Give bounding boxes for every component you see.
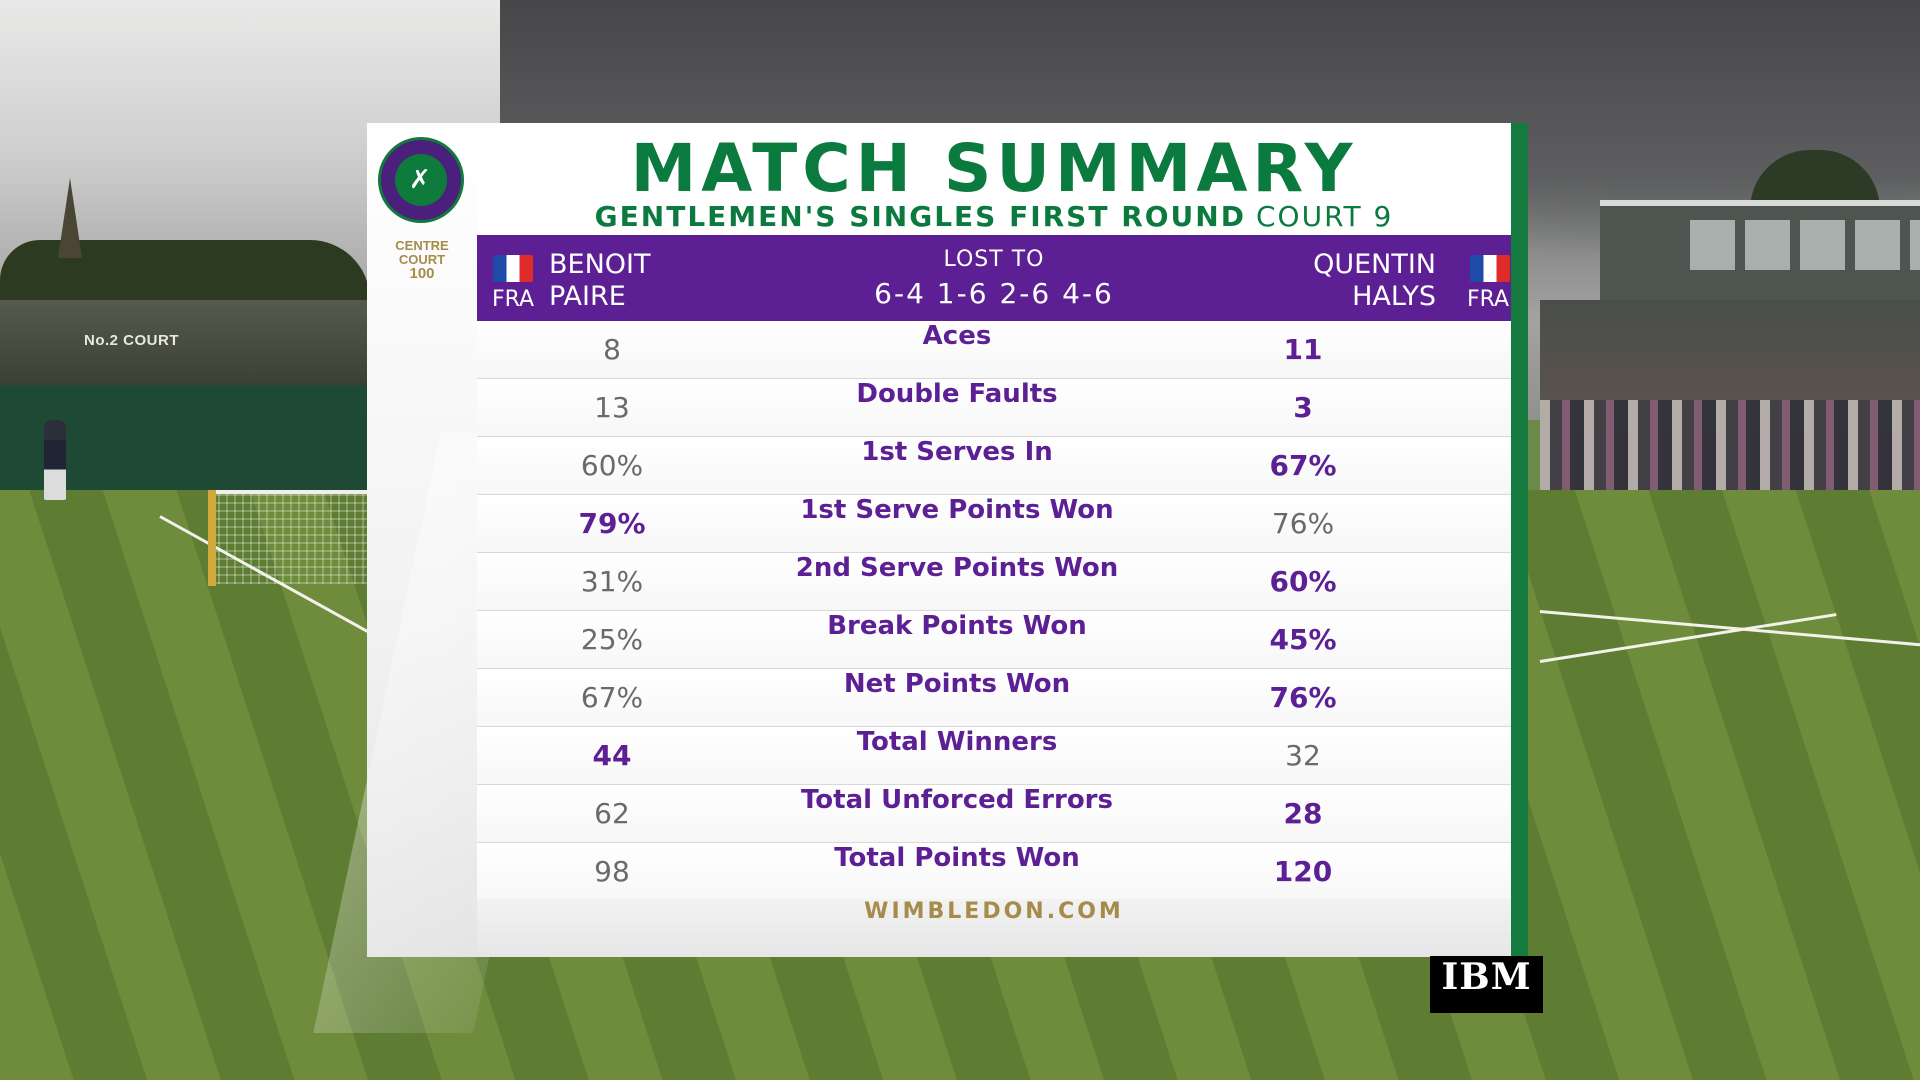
player1-last-name: PAIRE <box>549 281 626 312</box>
stat-label: Double Faults <box>856 379 1058 409</box>
player2-stat-value: 32 <box>1285 739 1321 772</box>
centre-court-line-1: CENTRE <box>395 238 449 253</box>
wimbledon-logo-icon: ✗ <box>378 137 464 223</box>
player2-stat-value: 60% <box>1269 565 1337 598</box>
no2-court-sign: No.2 COURT <box>84 332 179 349</box>
green-accent-bar <box>1511 123 1528 957</box>
stat-row: 31% 2nd Serve Points Won 60% <box>477 553 1511 611</box>
crossed-racquets-icon: ✗ <box>409 165 431 195</box>
player1-name: BENOIT PAIRE <box>549 249 651 313</box>
stat-label: Break Points Won <box>827 611 1087 641</box>
ibm-logo: IBM <box>1430 956 1543 1013</box>
player1-stat-value: 25% <box>580 623 644 656</box>
player2-stat-value: 76% <box>1271 507 1335 540</box>
player1-stat-value: 67% <box>580 681 644 714</box>
player1-stat-value: 79% <box>578 507 646 540</box>
summary-main: MATCH SUMMARY GENTLEMEN'S SINGLES FIRST … <box>477 123 1511 957</box>
stat-row: 44 Total Winners 32 <box>477 727 1511 785</box>
stat-row: 79% 1st Serve Points Won 76% <box>477 495 1511 553</box>
player1-stat-value: 31% <box>580 565 644 598</box>
player2-stat-value: 67% <box>1269 449 1337 482</box>
player1-stat-value: 13 <box>594 391 630 424</box>
player1-nation: FRA <box>492 287 535 312</box>
france-flag-icon <box>493 255 533 282</box>
net-post <box>208 490 216 586</box>
result-label: LOST TO <box>943 247 1045 272</box>
france-flag-icon <box>1470 255 1510 282</box>
logo-inner-circle: ✗ <box>395 154 447 206</box>
stat-label: Net Points Won <box>843 669 1071 699</box>
court-name: COURT 9 <box>1255 200 1394 233</box>
player2-stat-value: 45% <box>1269 623 1337 656</box>
stat-row: 25% Break Points Won 45% <box>477 611 1511 669</box>
player2-last-name: HALYS <box>1352 281 1436 312</box>
match-summary-panel: ✗ CENTRE COURT 100 MATCH SUMMARY GENTLEM… <box>367 123 1528 957</box>
player1-stat-value: 60% <box>580 449 644 482</box>
stat-row: 67% Net Points Won 76% <box>477 669 1511 727</box>
player2-stat-value: 120 <box>1273 855 1333 888</box>
logo-column: ✗ CENTRE COURT 100 <box>367 123 477 957</box>
stand-left <box>0 300 370 390</box>
website-footer: WIMBLEDON.COM <box>477 899 1511 957</box>
match-score: 6-4 1-6 2-6 4-6 <box>874 277 1114 310</box>
stat-label: Total Points Won <box>834 843 1080 873</box>
stats-table: 8 Aces 11 13 Double Faults 3 60% 1st Ser… <box>477 321 1511 901</box>
player2-stat-value: 3 <box>1293 391 1313 424</box>
player2-stat-value: 11 <box>1283 333 1323 366</box>
stat-label: 1st Serves In <box>861 437 1053 467</box>
stat-label: Total Unforced Errors <box>801 785 1113 815</box>
player2-name: QUENTIN HALYS <box>1313 249 1436 313</box>
stat-label: 2nd Serve Points Won <box>795 553 1119 583</box>
tennis-net <box>210 490 370 584</box>
player1-stat-value: 62 <box>594 797 630 830</box>
page-title: MATCH SUMMARY <box>630 130 1358 207</box>
centre-court-line-2: COURT <box>398 252 446 267</box>
building-windows <box>1690 220 1920 270</box>
centre-court-100-logo: CENTRE COURT 100 <box>381 238 463 282</box>
player1-stat-value: 8 <box>603 333 621 366</box>
player2-stat-value: 28 <box>1283 797 1323 830</box>
stat-row: 98 Total Points Won 120 <box>477 843 1511 901</box>
player2-nation: FRA <box>1467 287 1510 312</box>
stat-label: 1st Serve Points Won <box>800 495 1114 525</box>
player2-first-name: QUENTIN <box>1313 249 1436 280</box>
round-name: GENTLEMEN'S SINGLES FIRST ROUND <box>594 200 1246 233</box>
player1-stat-value: 44 <box>592 739 632 772</box>
player1-first-name: BENOIT <box>549 249 651 280</box>
stat-label: Total Winners <box>856 727 1058 757</box>
player2-stat-value: 76% <box>1269 681 1337 714</box>
ball-person <box>44 420 66 500</box>
match-subtitle: GENTLEMEN'S SINGLES FIRST ROUND COURT 9 <box>477 196 1511 238</box>
players-banner: FRA BENOIT PAIRE LOST TO 6-4 1-6 2-6 4-6… <box>477 235 1511 321</box>
stat-row: 13 Double Faults 3 <box>477 379 1511 437</box>
centre-court-line-3: 100 <box>409 265 435 282</box>
stat-row: 62 Total Unforced Errors 28 <box>477 785 1511 843</box>
stat-row: 60% 1st Serves In 67% <box>477 437 1511 495</box>
stat-label: Aces <box>922 321 992 351</box>
player1-stat-value: 98 <box>594 855 630 888</box>
stat-row: 8 Aces 11 <box>477 321 1511 379</box>
church-spire <box>58 178 82 258</box>
